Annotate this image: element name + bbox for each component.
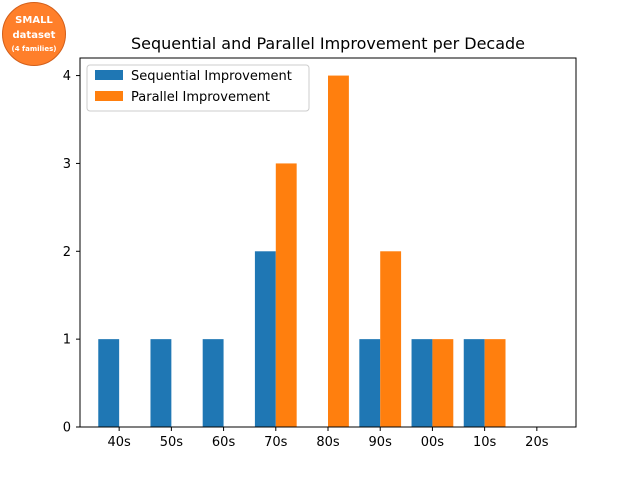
x-tick-label: 70s [264,435,288,450]
dataset-badge: SMALL dataset (4 families) [2,2,66,66]
x-tick-label: 10s [473,435,497,450]
sequential-bar-40s [98,339,120,427]
legend-swatch-sequential [95,70,123,80]
bars-group [98,75,506,427]
x-tick-label: 60s [212,435,236,450]
sequential-bar-00s [411,339,433,427]
sequential-bar-60s [202,339,224,427]
parallel-bar-00s [432,339,454,427]
parallel-bar-90s [380,251,402,427]
chart-title: Sequential and Parallel Improvement per … [131,34,525,53]
y-tick-label: 1 [63,333,71,348]
sequential-bar-50s [150,339,172,427]
x-tick-label: 50s [160,435,184,450]
legend-swatch-parallel [95,91,123,101]
sequential-bar-10s [463,339,485,427]
y-tick-label: 0 [63,421,71,436]
legend-label-parallel: Parallel Improvement [131,90,270,105]
x-tick-label: 00s [421,435,445,450]
parallel-bar-10s [484,339,506,427]
legend-label-sequential: Sequential Improvement [131,69,292,84]
x-tick-label: 40s [107,435,131,450]
badge-line-2: dataset [12,30,56,41]
y-tick-label: 4 [63,69,71,84]
parallel-bar-70s [275,163,297,427]
x-tick-label: 20s [525,435,549,450]
sequential-bar-70s [254,251,276,427]
sequential-bar-90s [359,339,381,427]
badge-line-3: (4 families) [11,45,57,53]
x-tick-label: 90s [369,435,393,450]
y-tick-label: 2 [63,245,71,260]
x-tick-label: 80s [316,435,340,450]
badge-line-1: SMALL [15,15,53,26]
parallel-bar-80s [328,75,349,427]
legend: Sequential Improvement Parallel Improveme… [86,64,310,112]
x-axis: 40s 50s 60s 70s 80s 90s 00s 10s 20s [107,427,549,450]
y-axis: 0 1 2 3 4 [63,69,80,436]
legend-box [86,64,310,112]
y-tick-label: 3 [63,157,71,172]
